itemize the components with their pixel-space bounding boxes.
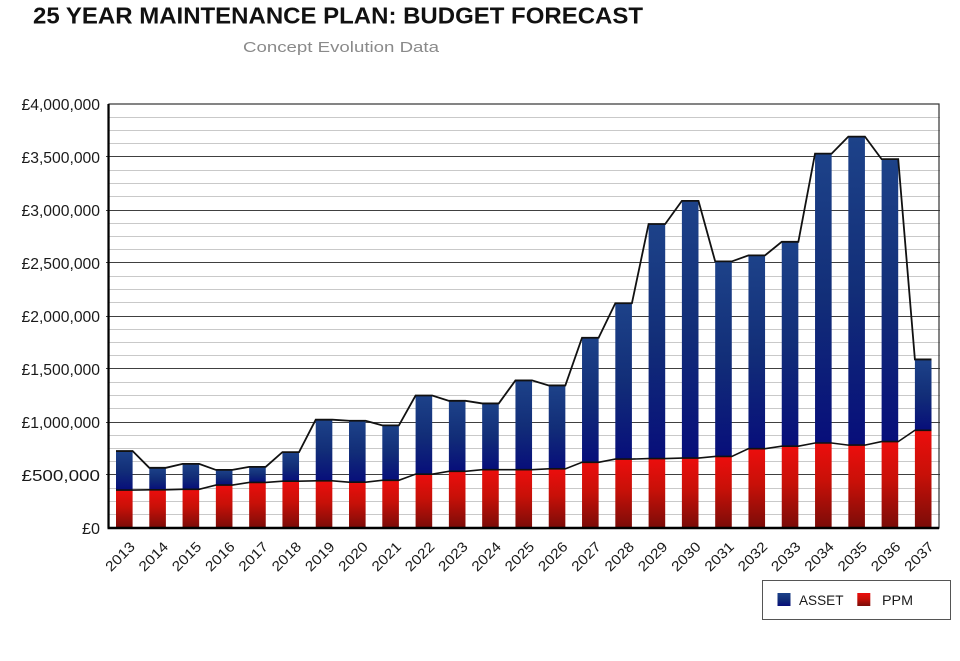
svg-text:£3,500,000: £3,500,000 (22, 150, 101, 167)
svg-text:25 YEAR MAINTENANCE PLAN: BUDG: 25 YEAR MAINTENANCE PLAN: BUDGET FORECAS… (33, 3, 643, 29)
svg-text:£1,500,000: £1,500,000 (22, 362, 101, 379)
svg-text:Concept Evolution Data: Concept Evolution Data (243, 39, 440, 56)
svg-text:£3,000,000: £3,000,000 (22, 203, 101, 220)
svg-text:£2,500,000: £2,500,000 (22, 256, 101, 273)
svg-text:£4,000,000: £4,000,000 (22, 97, 101, 114)
svg-text:£1,000,000: £1,000,000 (22, 415, 101, 432)
svg-text:ASSET: ASSET (799, 592, 844, 608)
svg-text:£2,000,000: £2,000,000 (22, 309, 101, 326)
svg-text:£0: £0 (82, 521, 100, 538)
svg-text:PPM: PPM (882, 592, 913, 608)
svg-text:£500,000: £500,000 (22, 468, 101, 485)
